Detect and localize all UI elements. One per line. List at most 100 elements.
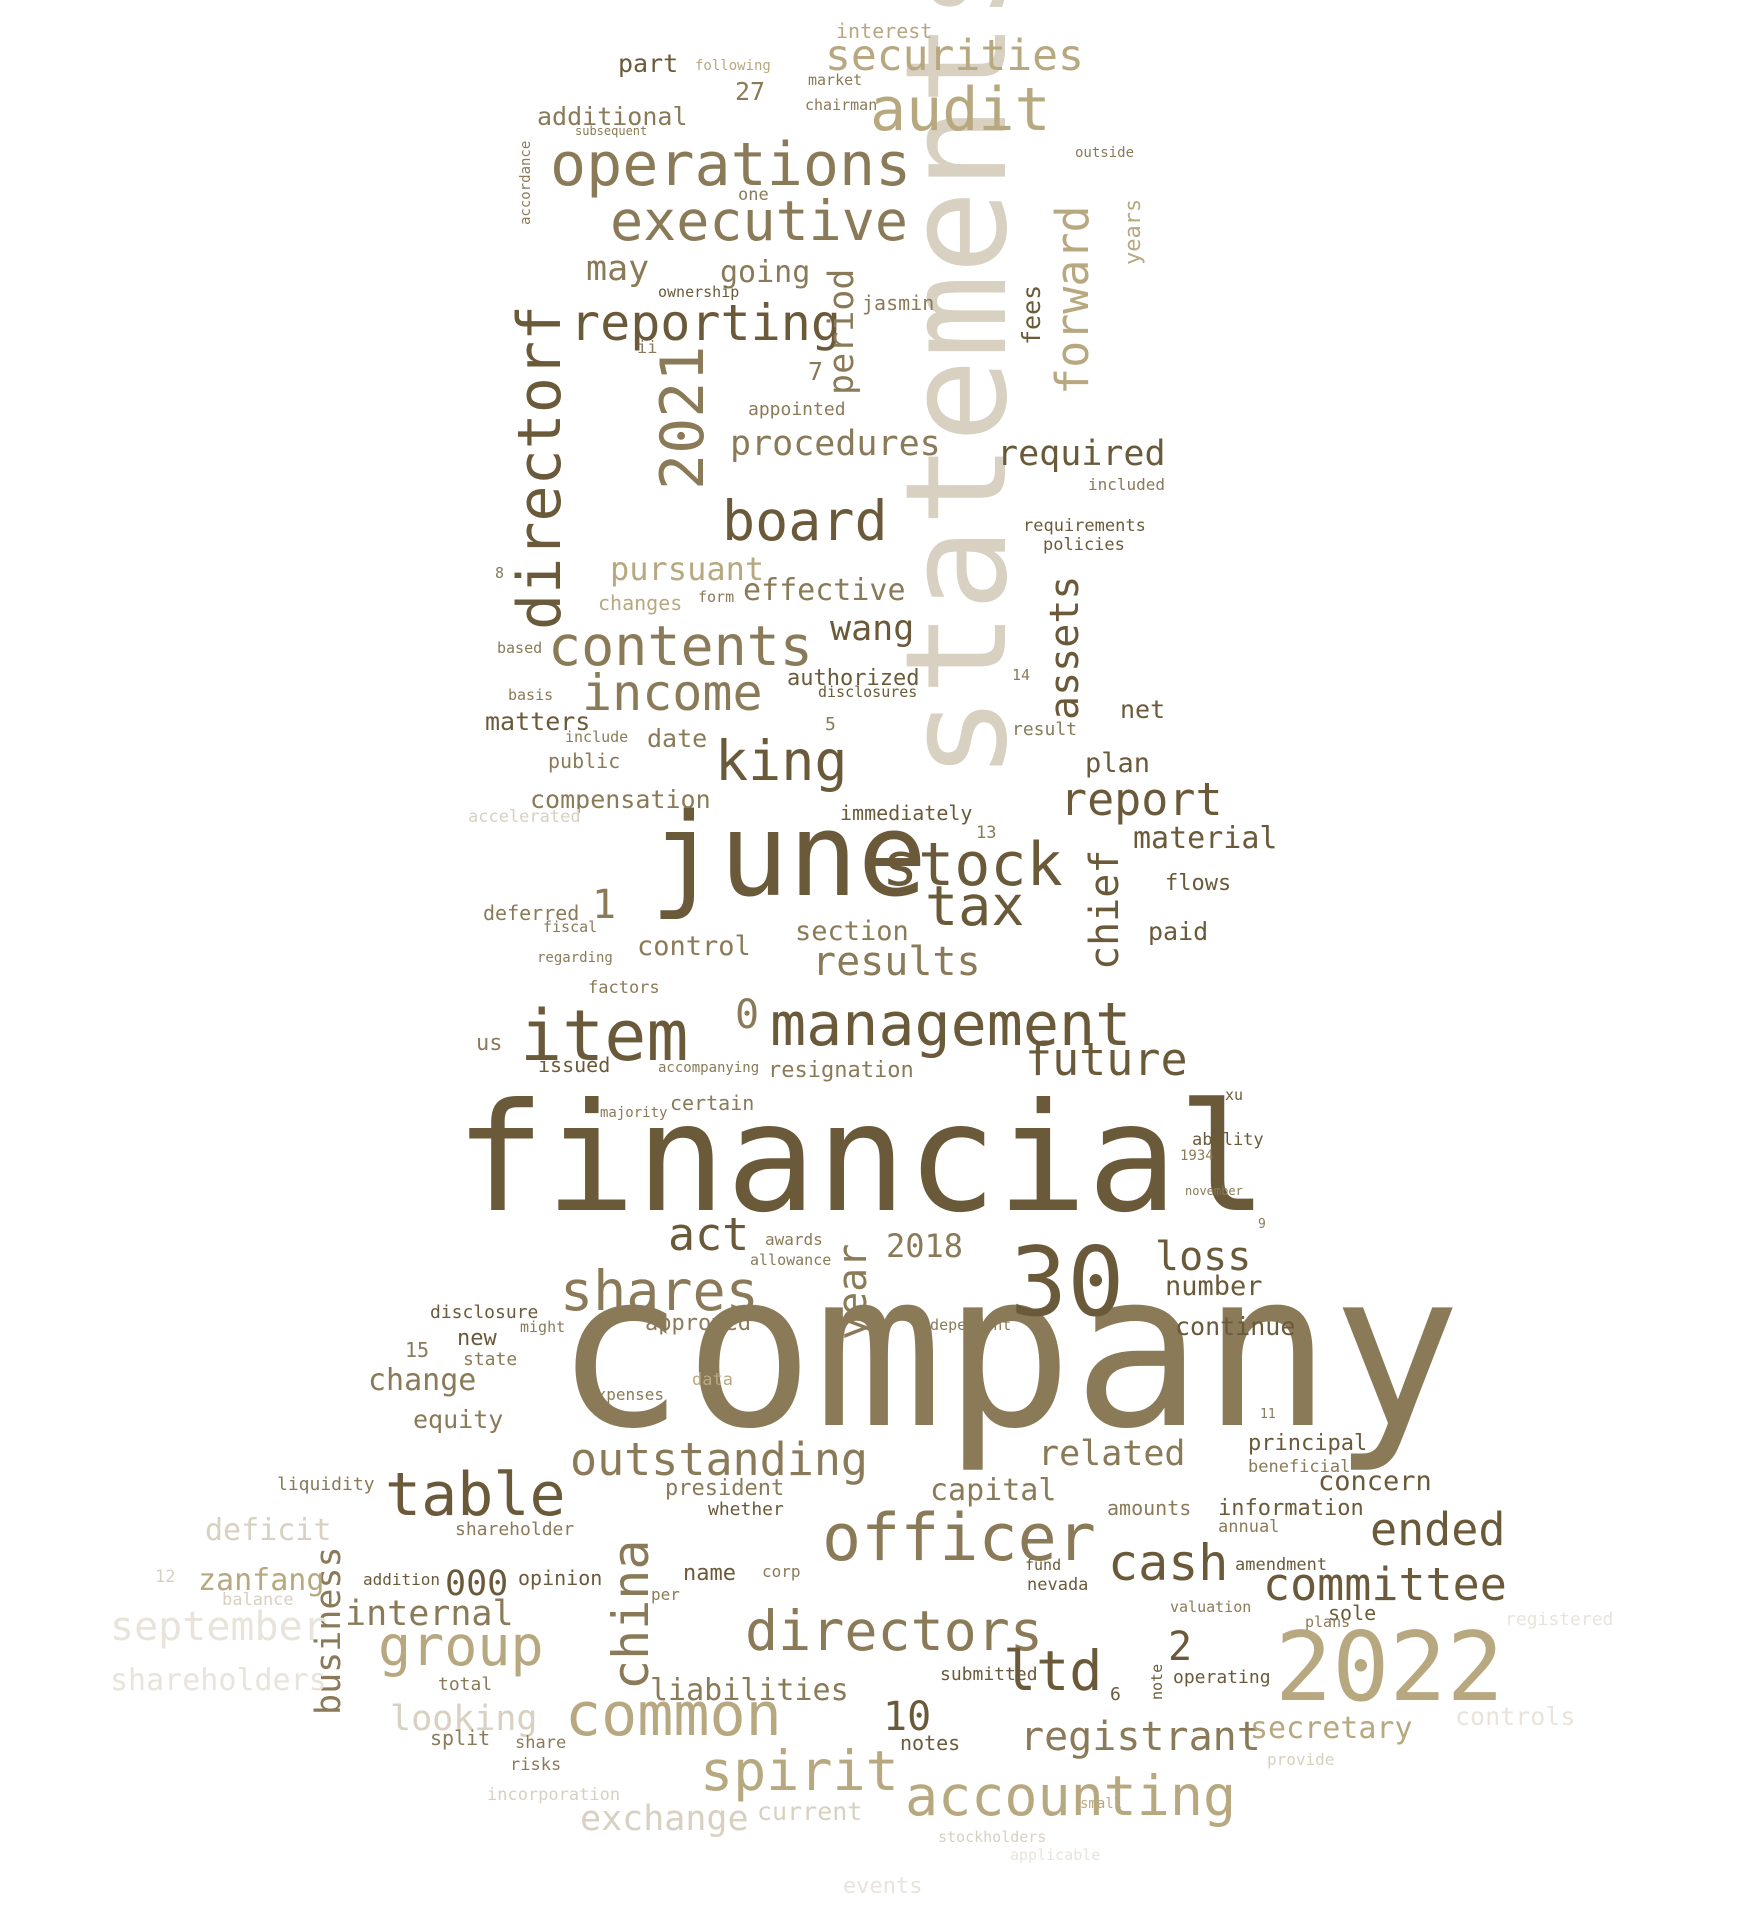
word-issued: issued	[538, 1053, 610, 1077]
word-7: 7	[808, 357, 823, 386]
word-paid: paid	[1148, 917, 1208, 946]
word-notes: notes	[900, 1731, 960, 1755]
word-management: management	[770, 990, 1131, 1060]
word-principal: principal	[1248, 1431, 1367, 1456]
word-outstanding: outstanding	[570, 1433, 868, 1486]
word-note: note	[1148, 1664, 1166, 1700]
word-expenses: expenses	[587, 1385, 664, 1404]
word-accordance: accordance	[518, 141, 534, 225]
word-shares: shares	[560, 1259, 759, 1323]
word-ownership: ownership	[658, 283, 739, 301]
word-deficit: deficit	[205, 1513, 331, 1548]
word-include: include	[565, 728, 628, 746]
word-events: events	[843, 1874, 922, 1899]
word-results: results	[812, 939, 981, 985]
word-secretary: secretary	[1250, 1711, 1413, 1746]
word-plan: plan	[1085, 748, 1150, 779]
word-year: year	[830, 1244, 876, 1340]
word-9: 9	[1258, 1217, 1266, 1232]
word-directors: directors	[745, 1599, 1043, 1663]
word-common: common	[565, 1680, 782, 1750]
word-changes: changes	[598, 591, 682, 615]
word-accompanying: accompanying	[658, 1060, 759, 1076]
word-june: june	[650, 789, 927, 923]
word-effective: effective	[743, 573, 906, 608]
word-section: section	[795, 916, 909, 947]
word-plans: plans	[1305, 1613, 1350, 1631]
word-authorized: authorized	[787, 666, 919, 691]
word-fund: fund	[1025, 1556, 1061, 1574]
word-provide: provide	[1267, 1750, 1334, 1769]
word-interest: interest	[836, 19, 932, 43]
word-years: years	[1121, 199, 1146, 265]
word-14: 14	[1012, 666, 1030, 684]
word-disclosures: disclosures	[818, 683, 917, 701]
word-tax: tax	[925, 874, 1024, 938]
word-assets: assets	[1042, 576, 1088, 721]
word-might: might	[520, 1318, 565, 1336]
word-6: 6	[1110, 1684, 1121, 1705]
word-000: 000	[445, 1564, 508, 1604]
word-compensation: compensation	[530, 785, 711, 814]
word-public: public	[548, 749, 620, 773]
word-group: group	[378, 1614, 544, 1678]
word-resignation: resignation	[768, 1058, 914, 1083]
word-registrant: registrant	[1020, 1714, 1261, 1760]
word-subsequent: subsequent	[575, 124, 647, 138]
word-income: income	[582, 664, 763, 722]
word-chairman: chairman	[805, 96, 877, 114]
word-1: 1	[592, 882, 616, 928]
word-certain: certain	[670, 1091, 754, 1115]
word-cash: cash	[1108, 1534, 1228, 1592]
word-loss: loss	[1155, 1234, 1251, 1280]
word-ended: ended	[1370, 1503, 1505, 1556]
word-regarding: regarding	[537, 950, 613, 966]
word-5: 5	[825, 714, 836, 735]
word-immediately: immediately	[840, 801, 972, 825]
word-current: current	[757, 1797, 862, 1826]
word-flows: flows	[1165, 871, 1231, 896]
word-submitted: submitted	[940, 1664, 1038, 1685]
word-part: part	[618, 49, 678, 78]
word-beneficial: beneficial	[1248, 1457, 1350, 1477]
word-period: period	[822, 269, 862, 395]
word-opinion: opinion	[518, 1566, 602, 1590]
word-fees: fees	[1017, 285, 1046, 345]
word-one: one	[738, 185, 769, 205]
word-result: result	[1012, 719, 1077, 740]
word-required: required	[997, 434, 1166, 474]
word-king: king	[715, 729, 847, 793]
word-independent: independent	[912, 1316, 1011, 1334]
word-audit: audit	[870, 75, 1051, 145]
word-china: china	[602, 1539, 660, 1690]
word-included: included	[1088, 475, 1165, 494]
word-ltd: ltd	[1003, 1639, 1102, 1703]
word-ability: ability	[1192, 1130, 1264, 1150]
word-shareholders: shareholders	[110, 1663, 327, 1698]
word-amendment: amendment	[1235, 1555, 1327, 1575]
word-valuation: valuation	[1170, 1598, 1251, 1616]
word-small: small	[1080, 1796, 1122, 1812]
word-pursuant: pursuant	[610, 550, 764, 588]
word-following: following	[695, 58, 771, 74]
word-appointed: appointed	[748, 399, 846, 420]
word-operations: operations	[550, 130, 911, 200]
word-controls: controls	[1455, 1702, 1575, 1731]
word-11: 11	[1260, 1407, 1276, 1422]
word-item: item	[520, 995, 689, 1077]
word-committee: committee	[1263, 1558, 1507, 1611]
word-act: act	[668, 1208, 749, 1261]
word-chief: chief	[1082, 850, 1128, 970]
word-exchange: exchange	[580, 1799, 749, 1839]
word-factors: factors	[588, 978, 660, 998]
word-deferred: deferred	[483, 901, 579, 925]
word-contents: contents	[548, 614, 813, 678]
word-10: 10	[883, 1694, 931, 1740]
word-share: share	[515, 1733, 566, 1753]
word-liabilities: liabilities	[650, 1673, 849, 1708]
word-matters: matters	[485, 707, 590, 736]
word-reporting: reporting	[570, 294, 841, 352]
word-1934: 1934	[1180, 1148, 1214, 1164]
word-basis: basis	[508, 686, 553, 704]
word-date: date	[647, 724, 707, 753]
